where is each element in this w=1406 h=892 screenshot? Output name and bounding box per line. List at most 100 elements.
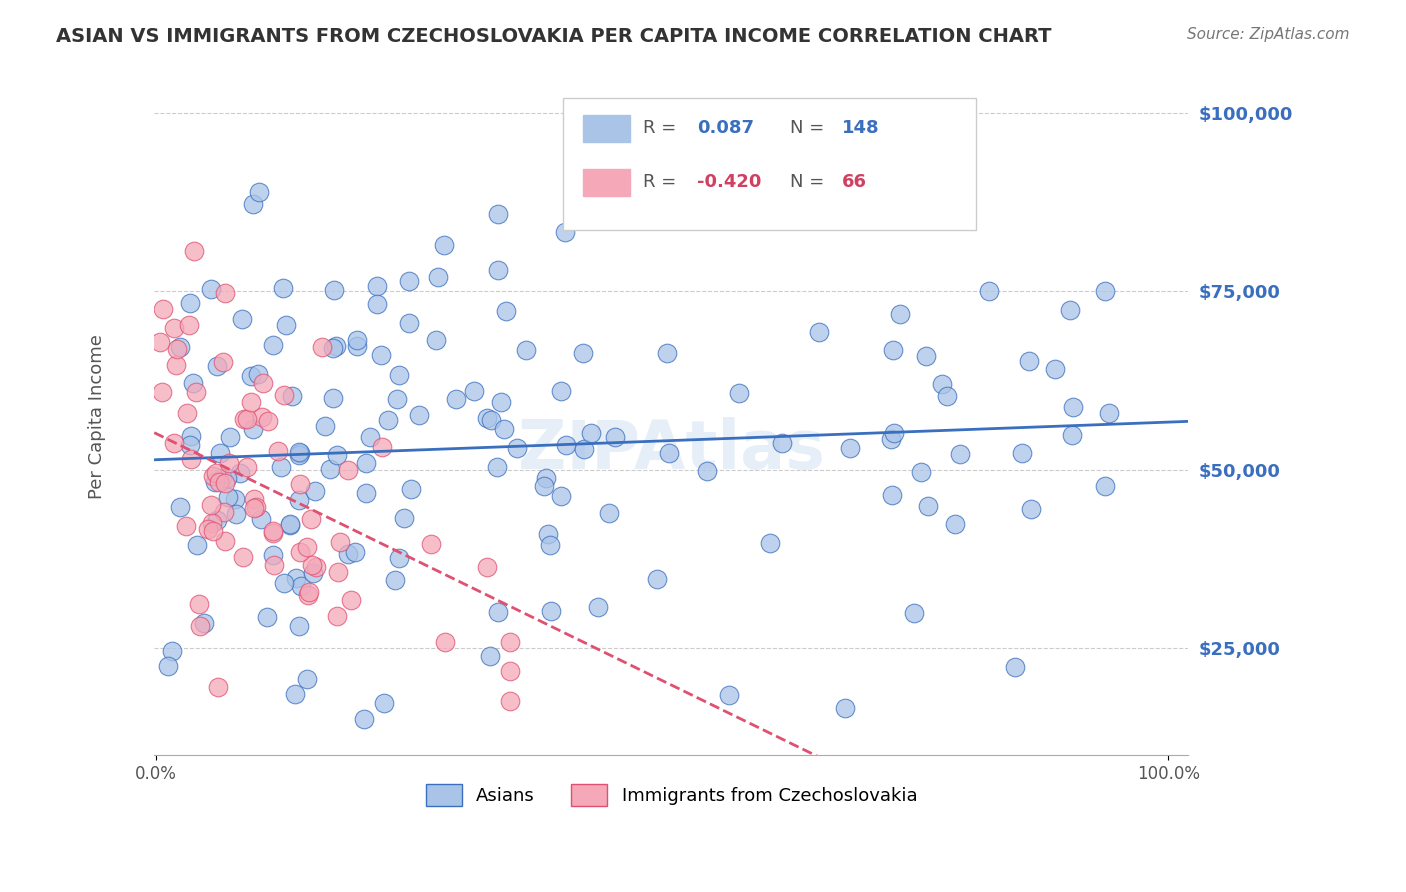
Asians (288, 446, 311, 460)
Asians (388, 368, 411, 382)
Immigrants from Czechoslovakia (177, 318, 200, 332)
Immigrants from Czechoslovakia (475, 559, 498, 574)
Asians (882, 343, 904, 357)
Asians (1062, 400, 1084, 414)
Immigrants from Czechoslovakia (262, 526, 284, 541)
Immigrants from Czechoslovakia (304, 560, 326, 574)
Asians (655, 346, 678, 360)
FancyBboxPatch shape (562, 98, 976, 230)
Asians (322, 341, 344, 355)
Asians (903, 606, 925, 620)
Immigrants from Czechoslovakia (201, 524, 224, 538)
Asians (288, 445, 311, 459)
Asians (537, 527, 560, 541)
Asians (486, 605, 509, 619)
Text: Source: ZipAtlas.com: Source: ZipAtlas.com (1187, 27, 1350, 42)
Asians (759, 536, 782, 550)
Asians (384, 573, 406, 587)
Asians (388, 550, 411, 565)
Asians (1018, 353, 1040, 368)
Text: 148: 148 (842, 120, 880, 137)
Asians (297, 672, 319, 686)
Immigrants from Czechoslovakia (499, 634, 522, 648)
Asians (392, 511, 415, 525)
Asians (917, 500, 939, 514)
Immigrants from Czechoslovakia (218, 456, 240, 470)
Asians (250, 512, 273, 526)
Immigrants from Czechoslovakia (236, 460, 259, 475)
Immigrants from Czechoslovakia (295, 540, 318, 554)
Immigrants from Czechoslovakia (207, 681, 229, 695)
Asians (373, 697, 395, 711)
Asians (910, 465, 932, 479)
Asians (915, 349, 938, 363)
Immigrants from Czechoslovakia (163, 321, 186, 335)
Asians (889, 306, 911, 320)
Asians (385, 392, 408, 406)
Immigrants from Czechoslovakia (152, 302, 174, 317)
Immigrants from Czechoslovakia (214, 476, 236, 491)
Immigrants from Czechoslovakia (245, 500, 267, 515)
Asians (839, 442, 862, 456)
Asians (377, 413, 399, 427)
Immigrants from Czechoslovakia (176, 406, 198, 420)
Text: R =: R = (644, 173, 682, 192)
Asians (346, 339, 368, 353)
Asians (224, 492, 246, 507)
Asians (554, 226, 576, 240)
Immigrants from Czechoslovakia (297, 588, 319, 602)
Immigrants from Czechoslovakia (174, 519, 197, 533)
Immigrants from Czechoslovakia (290, 545, 312, 559)
Asians (290, 579, 312, 593)
Asians (288, 493, 311, 508)
Asians (208, 445, 231, 459)
Asians (571, 345, 593, 359)
Immigrants from Czechoslovakia (336, 463, 359, 477)
Asians (215, 471, 238, 485)
Immigrants from Czechoslovakia (252, 376, 274, 390)
Asians (880, 432, 903, 446)
Asians (219, 430, 242, 444)
Text: 66: 66 (842, 173, 868, 192)
Asians (486, 207, 509, 221)
Asians (288, 448, 311, 462)
Immigrants from Czechoslovakia (499, 664, 522, 678)
Asians (408, 408, 430, 422)
Asians (718, 688, 741, 702)
Asians (326, 448, 349, 462)
Asians (262, 338, 284, 352)
Text: R =: R = (644, 120, 682, 137)
Asians (211, 471, 233, 485)
Asians (205, 513, 228, 527)
Asians (945, 516, 967, 531)
Asians (169, 500, 191, 515)
Immigrants from Czechoslovakia (205, 466, 228, 480)
Immigrants from Czechoslovakia (250, 409, 273, 424)
Asians (931, 376, 953, 391)
Immigrants from Czechoslovakia (329, 534, 352, 549)
Asians (186, 538, 208, 552)
Asians (486, 459, 509, 474)
Asians (180, 429, 202, 443)
Immigrants from Czechoslovakia (233, 412, 256, 426)
Text: N =: N = (790, 173, 831, 192)
Asians (304, 483, 326, 498)
Asians (179, 438, 201, 452)
Asians (486, 262, 509, 277)
Asians (366, 297, 388, 311)
Immigrants from Czechoslovakia (188, 618, 211, 632)
Asians (1004, 660, 1026, 674)
Asians (314, 418, 336, 433)
Asians (274, 318, 297, 332)
Asians (598, 507, 620, 521)
Asians (256, 610, 278, 624)
Immigrants from Czechoslovakia (163, 436, 186, 450)
Immigrants from Czechoslovakia (183, 244, 205, 258)
Asians (398, 316, 420, 330)
Asians (727, 385, 749, 400)
Asians (426, 269, 449, 284)
Asians (834, 700, 856, 714)
Asians (605, 430, 627, 444)
Asians (193, 615, 215, 630)
Immigrants from Czechoslovakia (184, 384, 207, 399)
